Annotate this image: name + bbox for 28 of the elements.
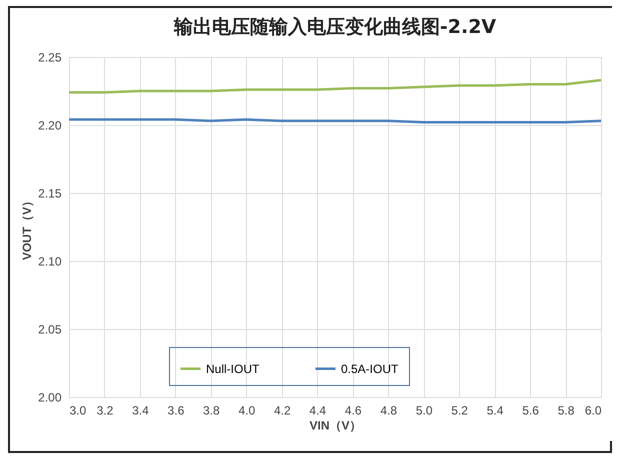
x-tick-label: 4.8 <box>380 404 398 418</box>
x-tick-label: 3.4 <box>132 404 150 418</box>
chart-title: 输出电压随输入电压变化曲线图-2.2V <box>172 16 496 38</box>
x-tick-label: 3.8 <box>203 404 220 418</box>
x-tick-label: 5.8 <box>558 404 575 418</box>
line-series <box>68 78 602 94</box>
x-tick-label: 4.4 <box>309 404 326 418</box>
x-tick-label: 4.2 <box>274 404 291 418</box>
y-tick-label: 2.05 <box>38 322 62 336</box>
x-tick-label: 3.2 <box>96 404 114 418</box>
x-tick-label: 5.4 <box>486 404 504 418</box>
x-axis-title: VIN（V） <box>309 418 362 432</box>
x-tick-label: 6.0 <box>584 404 602 418</box>
y-tick-label: 2.10 <box>38 254 62 268</box>
x-tick-label: 3.0 <box>70 404 87 418</box>
x-tick-label: 5.6 <box>522 404 540 418</box>
y-tick-label: 2.15 <box>38 186 62 200</box>
y-axis-title: VOUT（V） <box>20 194 34 260</box>
x-tick-label: 3.6 <box>168 404 185 418</box>
legend-label: Null-IOUT <box>206 362 260 376</box>
x-tick-label: 5.2 <box>451 404 468 418</box>
x-tick-label: 4.0 <box>238 404 256 418</box>
y-tick-label: 2.00 <box>38 390 62 404</box>
x-tick-label: 5.0 <box>416 404 433 418</box>
legend-label: 0.5A-IOUT <box>341 362 400 376</box>
x-tick-label: 4.6 <box>344 404 362 418</box>
y-tick-label: 2.25 <box>38 50 62 64</box>
y-tick-label: 2.20 <box>38 118 62 132</box>
